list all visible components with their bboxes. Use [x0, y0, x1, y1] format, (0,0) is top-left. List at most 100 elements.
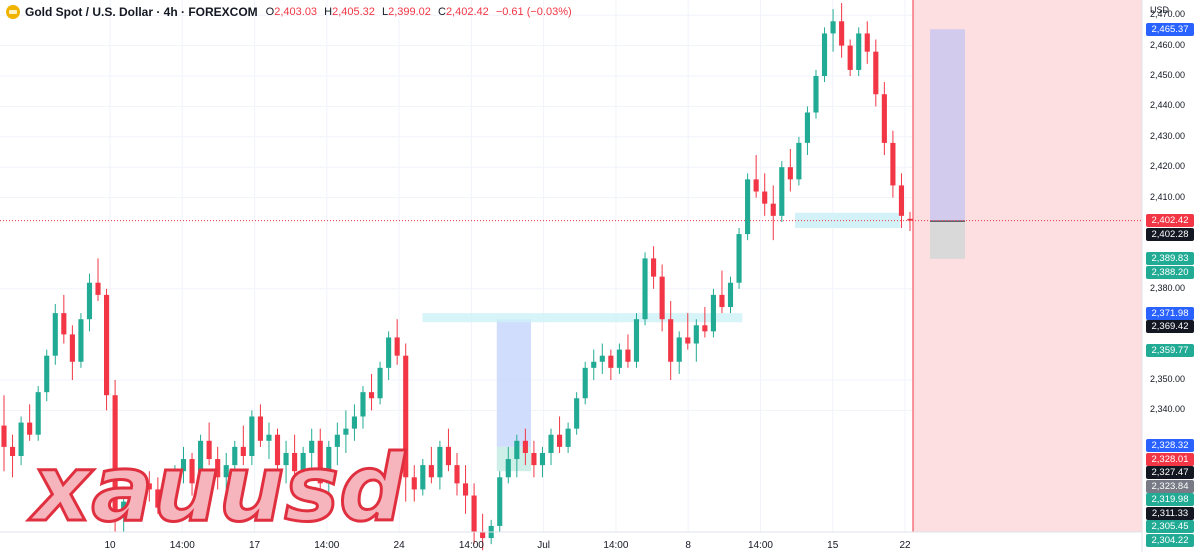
candle-body	[44, 355, 50, 393]
candle-body	[702, 325, 708, 332]
candle-body	[693, 325, 699, 344]
time-tick-label: 24	[393, 540, 405, 551]
price-tag: 2,327.47	[1146, 466, 1194, 480]
candle-body	[274, 434, 281, 466]
candle-body	[283, 452, 289, 466]
time-tick-label: 14:00	[458, 540, 484, 551]
candle-body	[9, 446, 16, 456]
candle-body	[907, 218, 913, 221]
candle-body	[95, 282, 101, 295]
candle-body	[317, 440, 323, 484]
price-tag: 2,388.20	[1146, 265, 1194, 279]
candle-body	[198, 440, 204, 484]
price-tag: 2,305.45	[1146, 520, 1194, 534]
candle-body	[104, 294, 110, 396]
time-tick-label: 17	[248, 540, 261, 551]
time-tick-label: 22	[899, 540, 911, 551]
candle-body	[847, 45, 853, 70]
candle-body	[52, 313, 58, 356]
candle-body	[129, 495, 135, 502]
time-tick-label: 14:00	[169, 540, 195, 551]
candle-body	[539, 452, 546, 466]
price-tag: 2,371.98	[1146, 306, 1194, 320]
candle-body	[762, 191, 768, 204]
candle-body	[770, 203, 776, 216]
candle-body	[710, 294, 716, 332]
zone-band-2	[795, 212, 900, 228]
candle-body	[796, 142, 802, 180]
price-tick-label: 2,420.00	[1150, 161, 1186, 172]
candle-body	[445, 446, 452, 466]
candle-body	[394, 337, 400, 356]
price-tick-label: 2,430.00	[1150, 130, 1186, 141]
candle-body	[471, 495, 477, 532]
candle-body	[625, 349, 631, 362]
candle-body	[240, 446, 246, 456]
candle-body	[582, 367, 588, 399]
candle-body	[813, 76, 819, 113]
zone-short-position-risk	[496, 319, 532, 447]
candle-body	[121, 501, 127, 517]
candle-body	[668, 319, 674, 362]
candle-body	[343, 428, 349, 435]
price-tag: 2,402.42	[1146, 214, 1194, 228]
candle-body	[377, 367, 383, 399]
close-value: 2,402.42	[445, 6, 489, 18]
price-tick-label: 2,380.00	[1150, 282, 1186, 293]
price-tag: 2,402.28	[1146, 227, 1194, 241]
low-value: 2,399.02	[388, 6, 431, 18]
candle-body	[787, 167, 793, 180]
candle-body	[839, 21, 845, 46]
candle-body	[334, 434, 340, 447]
price-tick-label: 2,470.00	[1150, 9, 1186, 20]
candle-body	[266, 434, 272, 441]
candle-body	[403, 355, 409, 478]
candle-body	[326, 446, 332, 484]
price-tag: 2,369.42	[1146, 320, 1194, 334]
candle-body	[873, 51, 879, 95]
candle-body	[881, 94, 887, 143]
candle-body	[163, 489, 169, 508]
candle-body	[206, 440, 212, 460]
candle-body	[591, 361, 597, 368]
symbol-title[interactable]: Gold Spot / U.S. Dollar · 4h · FOREXCOM	[25, 5, 258, 19]
candle-body	[676, 337, 682, 362]
candle-body	[300, 452, 306, 472]
candle-body	[146, 483, 152, 490]
candle-body	[659, 276, 665, 320]
price-tag: 2,389.83	[1146, 252, 1194, 266]
chart-header: Gold Spot / U.S. Dollar · 4h · FOREXCOM …	[0, 0, 576, 24]
candle-body	[411, 477, 417, 490]
zone-long-target	[930, 29, 965, 222]
candle-body	[437, 446, 443, 478]
candle-body	[18, 422, 24, 456]
high-value: 2,405.32	[332, 6, 375, 18]
candle-body	[189, 459, 195, 484]
candle-body	[172, 471, 178, 490]
change-value: −0.61 (−0.03%)	[495, 6, 572, 18]
candle-body	[633, 319, 640, 362]
candle-body	[753, 179, 759, 192]
candle-body	[616, 349, 622, 368]
candle-body	[215, 459, 221, 478]
zone-long-risk	[930, 221, 965, 259]
candle-body	[428, 465, 434, 478]
candle-body	[35, 392, 41, 435]
candle-body	[651, 258, 657, 277]
candle-body	[360, 392, 366, 417]
candle-body	[830, 21, 836, 34]
price-tag: 2,311.33	[1146, 506, 1194, 520]
currency-label[interactable]: USD	[1150, 5, 1170, 15]
candle-body	[890, 142, 896, 186]
price-tick-label: 2,350.00	[1150, 374, 1186, 384]
candle-body	[69, 334, 75, 362]
candle-body	[180, 459, 187, 472]
candle-body	[574, 398, 580, 429]
price-tick-label: 2,460.00	[1150, 39, 1186, 50]
candle-body	[351, 416, 357, 429]
candle-body	[1, 425, 7, 447]
price-tick-label: 2,450.00	[1150, 70, 1186, 80]
price-tag: 2,328.01	[1146, 452, 1194, 466]
candle-body	[514, 440, 520, 460]
